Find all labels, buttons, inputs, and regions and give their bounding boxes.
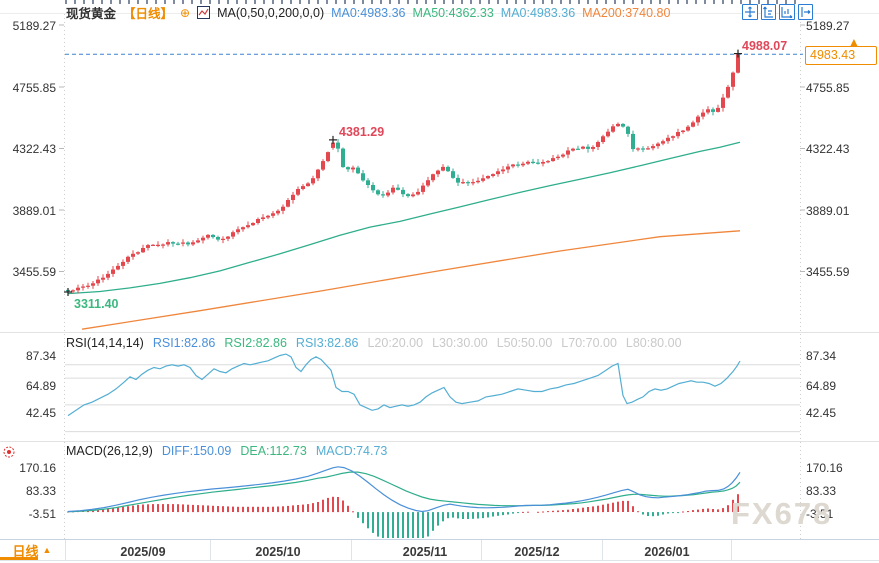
month-label: 2025/12 [514, 545, 560, 559]
diff-value: DIFF:150.09 [161, 444, 232, 458]
rsi-axis-label: 42.45 [25, 406, 56, 420]
rsi-axis-label: 87.34 [25, 349, 56, 363]
macd-value: MACD:74.73 [315, 444, 388, 458]
rsi-axis-label: 64.89 [25, 379, 56, 393]
month-label: 2025/09 [120, 545, 166, 559]
price-axis-label: 3455.59 [806, 265, 850, 279]
ma0-value-2: MA0:4983.36 [500, 5, 576, 20]
price-axis-label: 4755.85 [12, 81, 56, 95]
rsi-level-l50: L50:50.00 [496, 336, 553, 350]
rsi-panel-header: RSI(14,14,14) RSI1:82.86 RSI2:82.86 RSI3… [66, 336, 682, 350]
hot-target-icon[interactable] [1, 444, 17, 465]
price-axis-label: 4322.43 [806, 142, 850, 156]
rsi2-value: RSI2:82.86 [224, 336, 287, 350]
macd-panel-header: MACD(26,12,9) DIFF:150.09 DEA:112.73 MAC… [66, 444, 387, 458]
price-axis-label: 4755.85 [806, 81, 850, 95]
rsi-axis-label: 87.34 [806, 349, 837, 363]
month-label: 2025/11 [402, 545, 448, 559]
rsi-level-l30: L30:30.00 [432, 336, 488, 350]
move-tool-icon[interactable] [742, 4, 758, 20]
ma200-value: MA200:3740.80 [582, 5, 671, 20]
rsi3-value: RSI3:82.86 [295, 336, 359, 350]
ma0-value: MA0:4983.36 [331, 5, 406, 20]
fit-horizontal-axis-icon[interactable] [779, 4, 795, 20]
macd-axis-label: 83.33 [806, 484, 837, 498]
ma50-value: MA50:4362.33 [412, 5, 494, 20]
price-up-arrow: ▲ [848, 35, 860, 49]
add-indicator-icon[interactable]: ⊕ [180, 5, 191, 20]
price-axis-label: 3889.01 [806, 204, 850, 218]
rsi-level-l70: L70:70.00 [561, 336, 617, 350]
macd-axis-label: -3.51 [28, 507, 56, 521]
dea-value: DEA:112.73 [240, 444, 307, 458]
price-annotation: 3311.40 [74, 297, 119, 311]
macd-axis-label: -3.51 [806, 507, 834, 521]
chart-header: 现货黄金 【日线】 ⊕ MA(0,50,0,200,0,0) MA0:4983.… [66, 5, 671, 22]
chart-toolbar [742, 4, 813, 20]
macd-axis-label: 170.16 [19, 461, 56, 475]
rsi-axis-label: 42.45 [806, 406, 837, 420]
rsi-title[interactable]: RSI(14,14,14) [66, 336, 144, 350]
price-axis-label: 3455.59 [12, 265, 56, 279]
macd-title[interactable]: MACD(26,12,9) [66, 444, 153, 458]
macd-axis-label: 83.33 [25, 484, 56, 498]
macd-axis-label: 170.16 [806, 461, 843, 475]
rsi-axis-label: 64.89 [806, 379, 837, 393]
fit-vertical-axis-icon[interactable] [760, 4, 776, 20]
price-annotation: 4988.07 [742, 39, 787, 53]
period-label: 日线 [12, 543, 39, 559]
price-axis-label: 5189.27 [806, 19, 850, 33]
period-arrow-icon: ▲ [42, 545, 52, 555]
ma-settings-label[interactable]: MA(0,50,0,200,0,0) [217, 5, 325, 20]
period-selector[interactable]: 日线 ▲ [0, 541, 64, 559]
watermark: FX678 [731, 496, 833, 531]
period-active-underline [0, 557, 38, 560]
rsi1-value: RSI1:82.86 [152, 336, 216, 350]
month-label: 2025/10 [255, 545, 301, 559]
price-axis-label: 4322.43 [12, 142, 56, 156]
go-to-latest-icon[interactable] [797, 4, 813, 20]
price-axis-label: 5189.27 [12, 19, 56, 33]
symbol-name: 现货黄金 [66, 7, 117, 21]
price-axis-label: 3889.01 [12, 204, 56, 218]
rsi-level-l80: L80:80.00 [625, 336, 682, 350]
current-price-tag: 4983.43 [805, 46, 877, 65]
period-tag: 【日线】 [123, 7, 174, 21]
rsi-level-l20: L20:20.00 [367, 336, 424, 350]
price-annotation: 4381.29 [339, 125, 384, 139]
month-label: 2026/01 [644, 545, 690, 559]
ma-chart-icon [197, 6, 211, 19]
